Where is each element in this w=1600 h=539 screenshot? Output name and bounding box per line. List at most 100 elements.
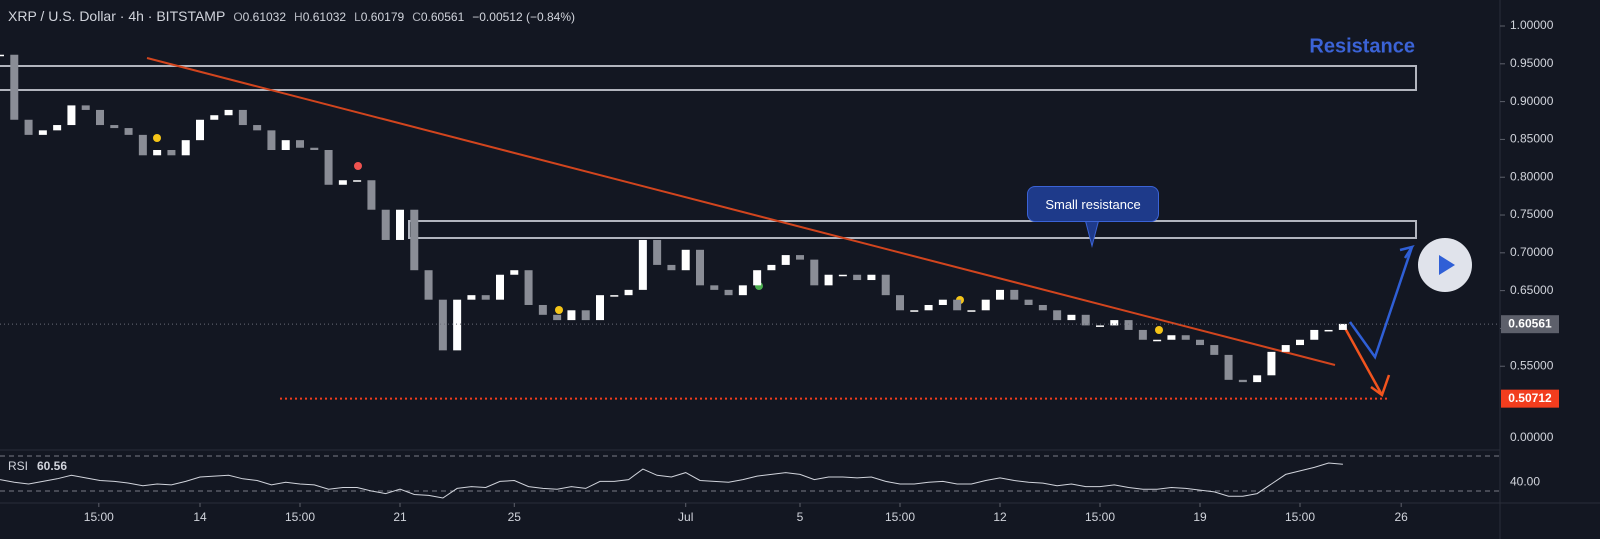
- rsi-line: [0, 462, 1343, 499]
- x-tick-label: 15:00: [1085, 510, 1115, 524]
- candle: [1081, 314, 1090, 326]
- candle: [1338, 323, 1347, 330]
- candle: [810, 259, 819, 286]
- candle: [981, 299, 990, 311]
- scale-bottom-label: 0.00000: [1510, 430, 1554, 444]
- candle: [596, 295, 604, 321]
- candle: [167, 150, 176, 156]
- candle: [53, 125, 62, 131]
- y-tick-label: 0.70000: [1510, 245, 1554, 259]
- candle: [267, 130, 276, 150]
- candle: [138, 134, 147, 156]
- price-tag: [1501, 315, 1559, 334]
- candle: [1053, 310, 1062, 321]
- candle: [1224, 354, 1233, 380]
- price-change: −0.00512 (−0.84%): [472, 10, 575, 24]
- candle: [696, 249, 704, 286]
- candle: [1010, 289, 1019, 300]
- candle: [796, 255, 804, 260]
- candle: [781, 255, 790, 265]
- candle: [1067, 314, 1076, 321]
- ohlc-value: 0.61032: [242, 10, 287, 24]
- candle: [1210, 345, 1219, 355]
- candle: [996, 289, 1004, 300]
- candle: [410, 209, 419, 271]
- callout-text: Small resistance: [1045, 196, 1141, 212]
- candle: [124, 128, 133, 135]
- signal-dot: [354, 162, 362, 170]
- candle: [324, 150, 333, 185]
- candle: [1038, 304, 1047, 311]
- candle: [396, 209, 404, 240]
- candle: [1196, 339, 1204, 346]
- ohlc-key: H: [294, 10, 303, 24]
- candle: [567, 310, 576, 321]
- candle: [924, 304, 933, 311]
- candle: [1267, 351, 1276, 376]
- candle: [481, 295, 490, 300]
- candle: [1296, 339, 1304, 346]
- signal-dot: [1155, 326, 1163, 334]
- signal-dot: [153, 134, 161, 142]
- bullish-arrowhead: [1399, 245, 1415, 259]
- x-tick-label: 15:00: [285, 510, 315, 524]
- candle: [753, 270, 762, 286]
- candle: [424, 270, 433, 300]
- bearish-arrowhead: [1370, 374, 1391, 397]
- candle: [238, 109, 247, 126]
- x-tick-label: 19: [1193, 510, 1207, 524]
- candle: [0, 54, 4, 57]
- candle: [196, 119, 204, 141]
- signal-dot: [555, 306, 563, 314]
- candle: [253, 125, 262, 131]
- candle: [967, 310, 976, 312]
- candle: [824, 274, 833, 286]
- candle: [667, 264, 676, 271]
- candle: [1153, 339, 1162, 342]
- x-tick-label: Jul: [678, 510, 693, 524]
- ohlc-key: L: [354, 10, 361, 24]
- x-tick-label: 12: [993, 510, 1007, 524]
- y-tick-label: 0.75000: [1510, 207, 1554, 221]
- candle: [881, 274, 890, 296]
- bullish-projection: [1348, 246, 1414, 360]
- callout-pointer: [1084, 218, 1100, 248]
- candle: [738, 285, 747, 296]
- x-tick-label: 15:00: [885, 510, 915, 524]
- candle: [67, 105, 76, 126]
- ohlc-item: O0.61032: [233, 8, 286, 24]
- candle: [1096, 325, 1104, 327]
- candle: [653, 239, 662, 265]
- ohlc-item: C0.60561: [412, 8, 464, 24]
- ohlc-item: L0.60179: [354, 8, 404, 24]
- candle: [838, 274, 847, 277]
- candle: [438, 299, 447, 351]
- y-tick-label: 0.85000: [1510, 132, 1554, 146]
- rsi-name: RSI: [8, 459, 28, 473]
- candle: [10, 54, 19, 120]
- candle: [710, 285, 719, 290]
- y-tick-label: 1.00000: [1510, 18, 1554, 32]
- y-tick-label: 0.95000: [1510, 56, 1554, 70]
- candle: [524, 270, 533, 305]
- candle: [1124, 320, 1133, 330]
- candle: [367, 180, 376, 210]
- symbol-header: XRP / U.S. Dollar · 4h · BITSTAMP O0.6103…: [8, 8, 575, 24]
- candle: [610, 295, 619, 297]
- candle: [1281, 345, 1290, 352]
- candle: [767, 264, 776, 271]
- candle: [581, 310, 590, 321]
- resistance-label: Resistance: [1309, 35, 1415, 57]
- small-resistance-callout: Small resistance: [1027, 186, 1159, 222]
- x-tick-label: 5: [797, 510, 804, 524]
- ohlc-key: C: [412, 10, 421, 24]
- trendline: [146, 57, 1336, 366]
- candle: [110, 125, 119, 129]
- candle: [681, 249, 690, 271]
- play-icon: [1439, 255, 1455, 275]
- candle: [938, 299, 947, 305]
- candle: [496, 274, 504, 300]
- candle: [867, 274, 876, 281]
- candle: [1324, 329, 1333, 332]
